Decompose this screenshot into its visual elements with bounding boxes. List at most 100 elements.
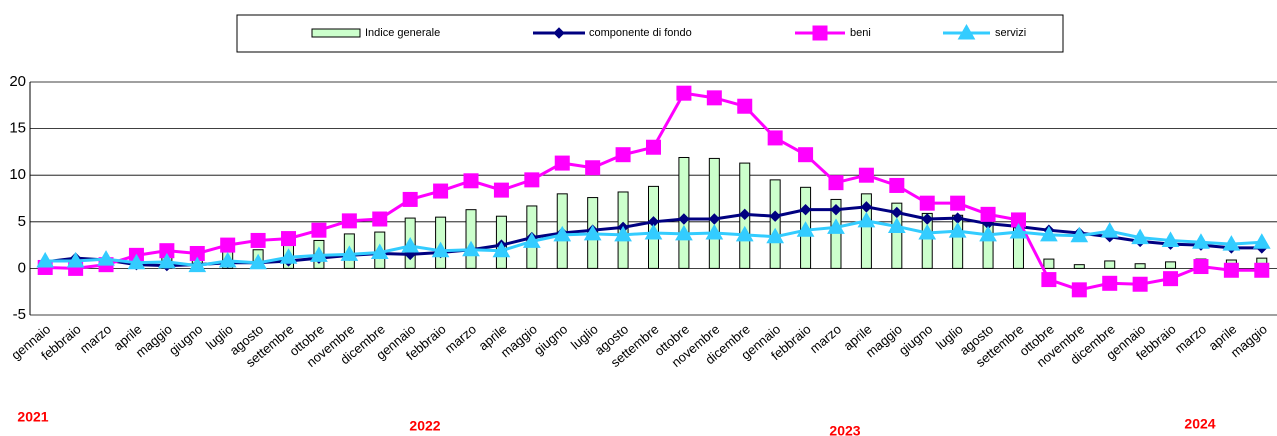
point bbox=[431, 241, 450, 258]
y-tick-label: 0 bbox=[18, 259, 26, 276]
legend-box bbox=[236, 14, 1064, 53]
point bbox=[493, 182, 509, 198]
point bbox=[767, 130, 783, 146]
point bbox=[919, 195, 935, 211]
year-label: 2024 bbox=[1184, 416, 1215, 432]
point bbox=[615, 147, 631, 163]
point bbox=[585, 160, 601, 176]
bar bbox=[678, 156, 690, 269]
point bbox=[1102, 275, 1118, 291]
x-tick-label: giugno bbox=[896, 321, 936, 358]
year-label: 2023 bbox=[829, 423, 860, 436]
point bbox=[218, 251, 237, 268]
point bbox=[1193, 259, 1209, 275]
point bbox=[370, 243, 389, 260]
point bbox=[463, 173, 479, 189]
point bbox=[1070, 226, 1089, 243]
point bbox=[798, 147, 814, 163]
point bbox=[1131, 228, 1149, 245]
bar bbox=[830, 198, 842, 269]
point bbox=[553, 225, 572, 242]
point bbox=[1161, 231, 1180, 247]
legend: Indice generale componente di fondo beni se… bbox=[311, 23, 1026, 41]
x-tick-label: marzo bbox=[442, 321, 479, 356]
legend-label: servizi bbox=[995, 27, 1026, 39]
point bbox=[492, 241, 511, 258]
x-tick-label: giugno bbox=[531, 321, 571, 358]
point bbox=[950, 195, 966, 211]
y-tick-label: 20 bbox=[9, 73, 26, 90]
point bbox=[918, 223, 937, 240]
point bbox=[948, 222, 967, 238]
point bbox=[158, 252, 176, 269]
bar bbox=[1104, 260, 1116, 269]
point bbox=[675, 224, 693, 241]
point bbox=[401, 237, 420, 253]
point bbox=[676, 85, 692, 101]
point bbox=[1163, 271, 1179, 287]
bar bbox=[1134, 263, 1146, 269]
point bbox=[1100, 222, 1119, 238]
legend-label: Indice generale bbox=[365, 27, 440, 39]
point bbox=[583, 224, 602, 241]
legend-marker bbox=[812, 25, 828, 41]
point bbox=[979, 225, 997, 242]
point bbox=[857, 211, 876, 228]
point bbox=[980, 206, 996, 222]
x-tick-label: giugno bbox=[166, 321, 206, 358]
point bbox=[127, 253, 146, 270]
point bbox=[646, 139, 661, 155]
point bbox=[36, 251, 55, 268]
point bbox=[341, 213, 357, 229]
point bbox=[1009, 223, 1028, 239]
y-tick-label: 10 bbox=[9, 166, 26, 183]
point bbox=[554, 155, 570, 171]
point bbox=[310, 246, 328, 262]
legend-swatch bbox=[311, 28, 361, 38]
point bbox=[188, 256, 207, 273]
point bbox=[705, 223, 724, 240]
point bbox=[739, 208, 751, 221]
point bbox=[830, 203, 842, 216]
bar bbox=[891, 202, 903, 269]
point bbox=[522, 232, 541, 248]
bar bbox=[1073, 264, 1085, 269]
point bbox=[887, 217, 906, 233]
y-tick-label: 5 bbox=[18, 213, 26, 230]
point bbox=[250, 232, 266, 248]
point bbox=[97, 250, 115, 266]
point bbox=[1041, 272, 1057, 288]
x-tick-label: marzo bbox=[1172, 321, 1209, 356]
point bbox=[66, 251, 85, 268]
legend-marker bbox=[553, 27, 565, 39]
legend-label: beni bbox=[850, 27, 871, 39]
point bbox=[311, 222, 327, 238]
point bbox=[614, 225, 632, 242]
point bbox=[220, 237, 236, 253]
point bbox=[1222, 235, 1241, 251]
point bbox=[524, 172, 540, 188]
point bbox=[737, 98, 753, 114]
point bbox=[1254, 262, 1270, 278]
legend-label: componente di fondo bbox=[589, 27, 692, 39]
point bbox=[1071, 282, 1087, 298]
point bbox=[462, 240, 480, 257]
point bbox=[706, 90, 722, 106]
point bbox=[340, 245, 359, 261]
bar bbox=[1043, 258, 1055, 269]
point bbox=[249, 253, 267, 270]
year-label: 2021 bbox=[17, 409, 48, 425]
bar bbox=[860, 193, 872, 269]
point bbox=[1223, 262, 1239, 278]
point bbox=[433, 183, 449, 199]
bar bbox=[769, 179, 781, 269]
year-label: 2022 bbox=[409, 418, 440, 434]
point bbox=[644, 223, 663, 240]
point bbox=[1252, 233, 1271, 249]
point bbox=[281, 231, 297, 247]
bar bbox=[1165, 261, 1177, 269]
y-tick-label: -5 bbox=[13, 306, 26, 323]
point bbox=[1192, 233, 1210, 249]
point bbox=[799, 203, 812, 216]
